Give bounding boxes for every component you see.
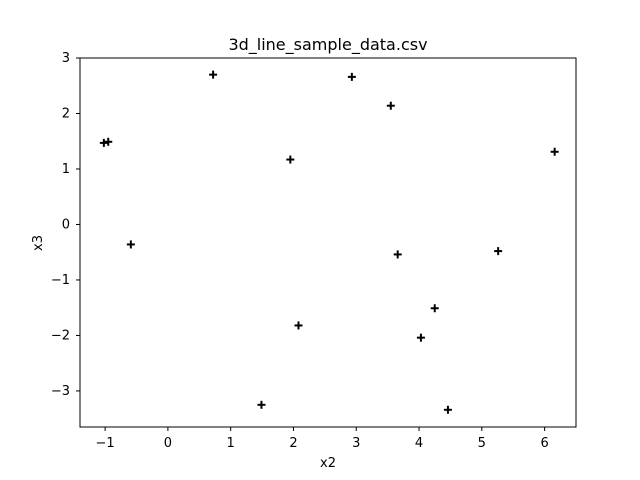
scatter-point xyxy=(443,405,452,414)
y-tick-label: 0 xyxy=(62,217,70,232)
scatter-point xyxy=(286,155,295,164)
y-tick-label: −3 xyxy=(51,384,70,399)
y-tick-label: −1 xyxy=(51,273,70,288)
y-tick-label: 3 xyxy=(62,51,70,66)
scatter-point xyxy=(257,400,266,409)
point-layer xyxy=(99,70,559,414)
y-tick-label: 2 xyxy=(62,106,70,121)
x-tick-label: 0 xyxy=(164,436,172,451)
tick-layer: −1 0 1 2 3 4 5 6 −3 −2 −1 0 1 2 3 xyxy=(51,51,549,451)
scatter-point xyxy=(347,72,356,81)
x-axis-label: x2 xyxy=(320,456,336,471)
scatter-point xyxy=(386,101,395,110)
scatter-point xyxy=(430,304,439,313)
scatter-point xyxy=(393,250,402,259)
scatter-point xyxy=(209,70,218,79)
y-tick-label: 1 xyxy=(62,162,70,177)
scatter-point xyxy=(104,137,113,146)
x-tick-label: 5 xyxy=(478,436,486,451)
chart-title: 3d_line_sample_data.csv xyxy=(228,35,427,55)
x-tick-label: 6 xyxy=(540,436,548,451)
y-axis-label: x3 xyxy=(31,235,46,251)
y-tick-label: −2 xyxy=(51,328,70,343)
x-tick-label: −1 xyxy=(96,436,115,451)
x-tick-label: 1 xyxy=(227,436,235,451)
x-tick-label: 3 xyxy=(352,436,360,451)
scatter-point xyxy=(416,333,425,342)
scatter-point xyxy=(99,138,108,147)
plot-layer xyxy=(79,57,577,428)
scatter-point xyxy=(550,147,559,156)
x-tick-label: 2 xyxy=(289,436,297,451)
scatter-point xyxy=(126,240,135,249)
plot-frame xyxy=(79,57,577,428)
x-tick-label: 4 xyxy=(415,436,423,451)
scatter-point xyxy=(494,247,503,256)
scatter-point xyxy=(294,321,303,330)
